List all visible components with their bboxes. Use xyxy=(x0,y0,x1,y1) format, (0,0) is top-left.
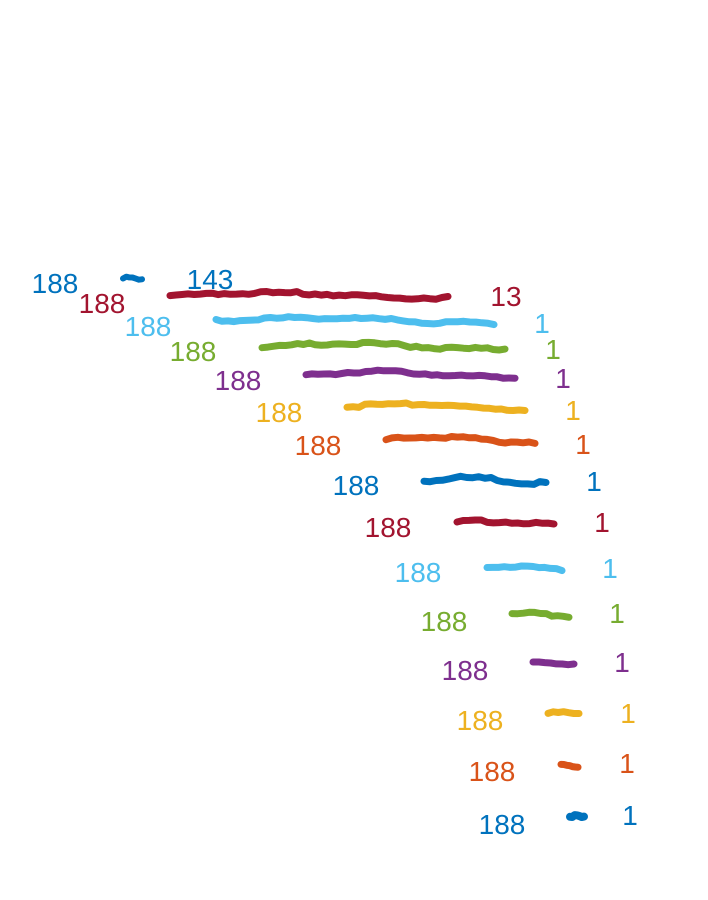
series-1: 188 143 xyxy=(32,264,234,299)
series-start-label: 188 xyxy=(457,705,504,736)
series-end-label: 1 xyxy=(575,429,591,460)
series-3: 188 1 xyxy=(125,308,550,342)
series-end-label: 1 xyxy=(614,647,630,678)
series-start-label: 188 xyxy=(442,655,489,686)
series-10: 188 1 xyxy=(395,553,618,588)
series-end-label: 1 xyxy=(586,466,602,497)
series-end-label: 1 xyxy=(565,395,581,426)
series-start-label: 188 xyxy=(32,268,79,299)
series-end-label: 1 xyxy=(545,334,561,365)
series-end-label: 1 xyxy=(594,507,610,538)
series-end-label: 1 xyxy=(620,698,636,729)
series-trace xyxy=(382,433,539,447)
series-end-label: 13 xyxy=(490,281,521,312)
series-9: 188 1 xyxy=(365,507,610,543)
series-6: 188 1 xyxy=(256,395,581,428)
series-7: 188 1 xyxy=(295,429,591,461)
series-start-label: 188 xyxy=(469,756,516,787)
series-12: 188 1 xyxy=(442,647,630,686)
series-end-label: 1 xyxy=(619,748,635,779)
series-trace xyxy=(343,399,529,414)
series-start-label: 188 xyxy=(395,557,442,588)
series-trace xyxy=(483,562,566,575)
series-start-label: 188 xyxy=(256,397,303,428)
series-8: 188 1 xyxy=(333,466,602,501)
series-trace xyxy=(508,608,573,621)
series-end-label: 1 xyxy=(622,800,638,831)
series-trace xyxy=(453,516,558,528)
series-end-label: 1 xyxy=(534,308,550,339)
series-4: 188 1 xyxy=(170,334,561,367)
series-start-label: 188 xyxy=(125,311,172,342)
series-13: 188 1 xyxy=(457,698,636,736)
series-start-label: 188 xyxy=(421,606,468,637)
series-trace xyxy=(566,811,588,821)
series-trace xyxy=(544,708,583,717)
series-14: 188 1 xyxy=(469,748,635,787)
series-15: 188 1 xyxy=(479,800,638,840)
series-start-label: 188 xyxy=(479,809,526,840)
series-start-label: 188 xyxy=(365,512,412,543)
series-trace xyxy=(420,472,550,488)
series-trace xyxy=(120,273,145,283)
series-11: 188 1 xyxy=(421,598,625,637)
series-start-label: 188 xyxy=(215,365,262,396)
series-end-label: 1 xyxy=(602,553,618,584)
series-start-label: 188 xyxy=(170,336,217,367)
series-trace xyxy=(212,313,498,329)
series-trace xyxy=(166,288,452,303)
series-trace xyxy=(258,338,509,354)
series-5: 188 1 xyxy=(215,363,571,396)
series-2: 188 13 xyxy=(79,281,522,319)
series-start-label: 188 xyxy=(333,470,380,501)
series-start-label: 188 xyxy=(295,430,342,461)
series-trace xyxy=(529,658,578,669)
series-trace xyxy=(557,760,582,771)
series-end-label: 1 xyxy=(555,363,571,394)
series-start-label: 188 xyxy=(79,288,126,319)
series-end-label: 1 xyxy=(609,598,625,629)
series-trace xyxy=(302,366,519,382)
